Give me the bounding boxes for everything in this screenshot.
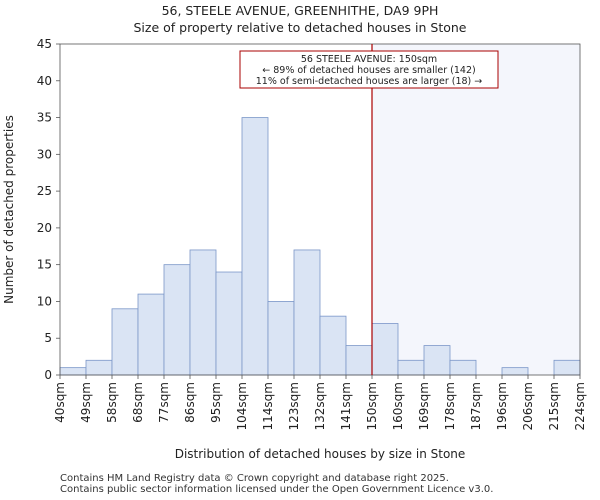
x-tick-label: 215sqm (547, 382, 561, 430)
y-axis-label: Number of detached properties (2, 115, 16, 304)
bar (293, 249, 321, 376)
x-tick-label: 187sqm (469, 382, 483, 430)
x-tick-label: 224sqm (573, 382, 587, 430)
x-tick-label: 123sqm (287, 382, 301, 430)
x-tick-label: 114sqm (261, 382, 275, 430)
y-tick-label: 40 (37, 74, 52, 88)
x-tick-label: 104sqm (235, 382, 249, 430)
x-tick-label: 141sqm (339, 382, 353, 430)
annotation-box (239, 50, 499, 89)
bars (59, 117, 581, 376)
x-tick-label: 178sqm (443, 382, 457, 430)
annotation-line: ← 89% of detached houses are smaller (14… (262, 65, 475, 76)
y-tick-label: 10 (37, 294, 52, 308)
bar (423, 345, 451, 376)
x-ticks: 40sqm 49sqm 58sqm 68sqm 77sqm 86sqm 95sqm 104sq… (53, 375, 587, 430)
bar (449, 359, 477, 376)
footer-line-1: Contains HM Land Registry data © Crown c… (60, 473, 449, 484)
x-tick-label: 40sqm (53, 382, 67, 423)
bar (267, 301, 295, 376)
bar (111, 308, 139, 376)
x-tick-label: 132sqm (313, 382, 327, 430)
x-axis-label: Distribution of detached houses by size … (175, 447, 466, 461)
bar (319, 315, 347, 376)
highlight-region (372, 44, 580, 375)
y-tick-label: 35 (37, 111, 52, 125)
bar (397, 359, 425, 376)
y-ticks: 0 5 10 15 20 25 30 35 40 45 (37, 37, 60, 382)
bar (137, 293, 165, 376)
bar (189, 249, 217, 376)
x-tick-label: 169sqm (417, 382, 431, 430)
footer-line-2: Contains public sector information licen… (60, 484, 494, 495)
marker: 56 STEELE AVENUE: 150sqm← 89% of detache… (239, 44, 499, 375)
bar (241, 117, 269, 376)
chart-subtitle: Size of property relative to detached ho… (133, 20, 467, 35)
y-tick-label: 30 (37, 147, 52, 161)
x-tick-label: 95sqm (209, 382, 223, 423)
y-tick-label: 5 (44, 331, 52, 345)
y-tick-label: 15 (37, 258, 52, 272)
bar (345, 345, 373, 376)
bar (85, 359, 113, 376)
x-tick-label: 77sqm (157, 382, 171, 423)
y-tick-label: 45 (37, 37, 52, 51)
x-tick-label: 206sqm (521, 382, 535, 430)
chart-title: 56, STEELE AVENUE, GREENHITHE, DA9 9PH (161, 3, 439, 18)
bar (215, 271, 243, 376)
bar (501, 367, 529, 376)
x-tick-label: 160sqm (391, 382, 405, 430)
y-tick-label: 25 (37, 184, 52, 198)
x-tick-label: 49sqm (79, 382, 93, 423)
bar (59, 367, 87, 376)
annotation-line: 11% of semi-detached houses are larger (… (256, 76, 483, 87)
x-tick-label: 150sqm (365, 382, 379, 430)
y-tick-label: 0 (44, 368, 52, 382)
y-tick-label: 20 (37, 221, 52, 235)
x-tick-label: 86sqm (183, 382, 197, 423)
plot-area (372, 44, 580, 375)
x-tick-label: 196sqm (495, 382, 509, 430)
annotation-line: 56 STEELE AVENUE: 150sqm (301, 54, 437, 65)
bar (553, 359, 581, 376)
bar (163, 264, 191, 376)
x-tick-label: 68sqm (131, 382, 145, 423)
bar (371, 323, 399, 376)
x-tick-label: 58sqm (105, 382, 119, 423)
